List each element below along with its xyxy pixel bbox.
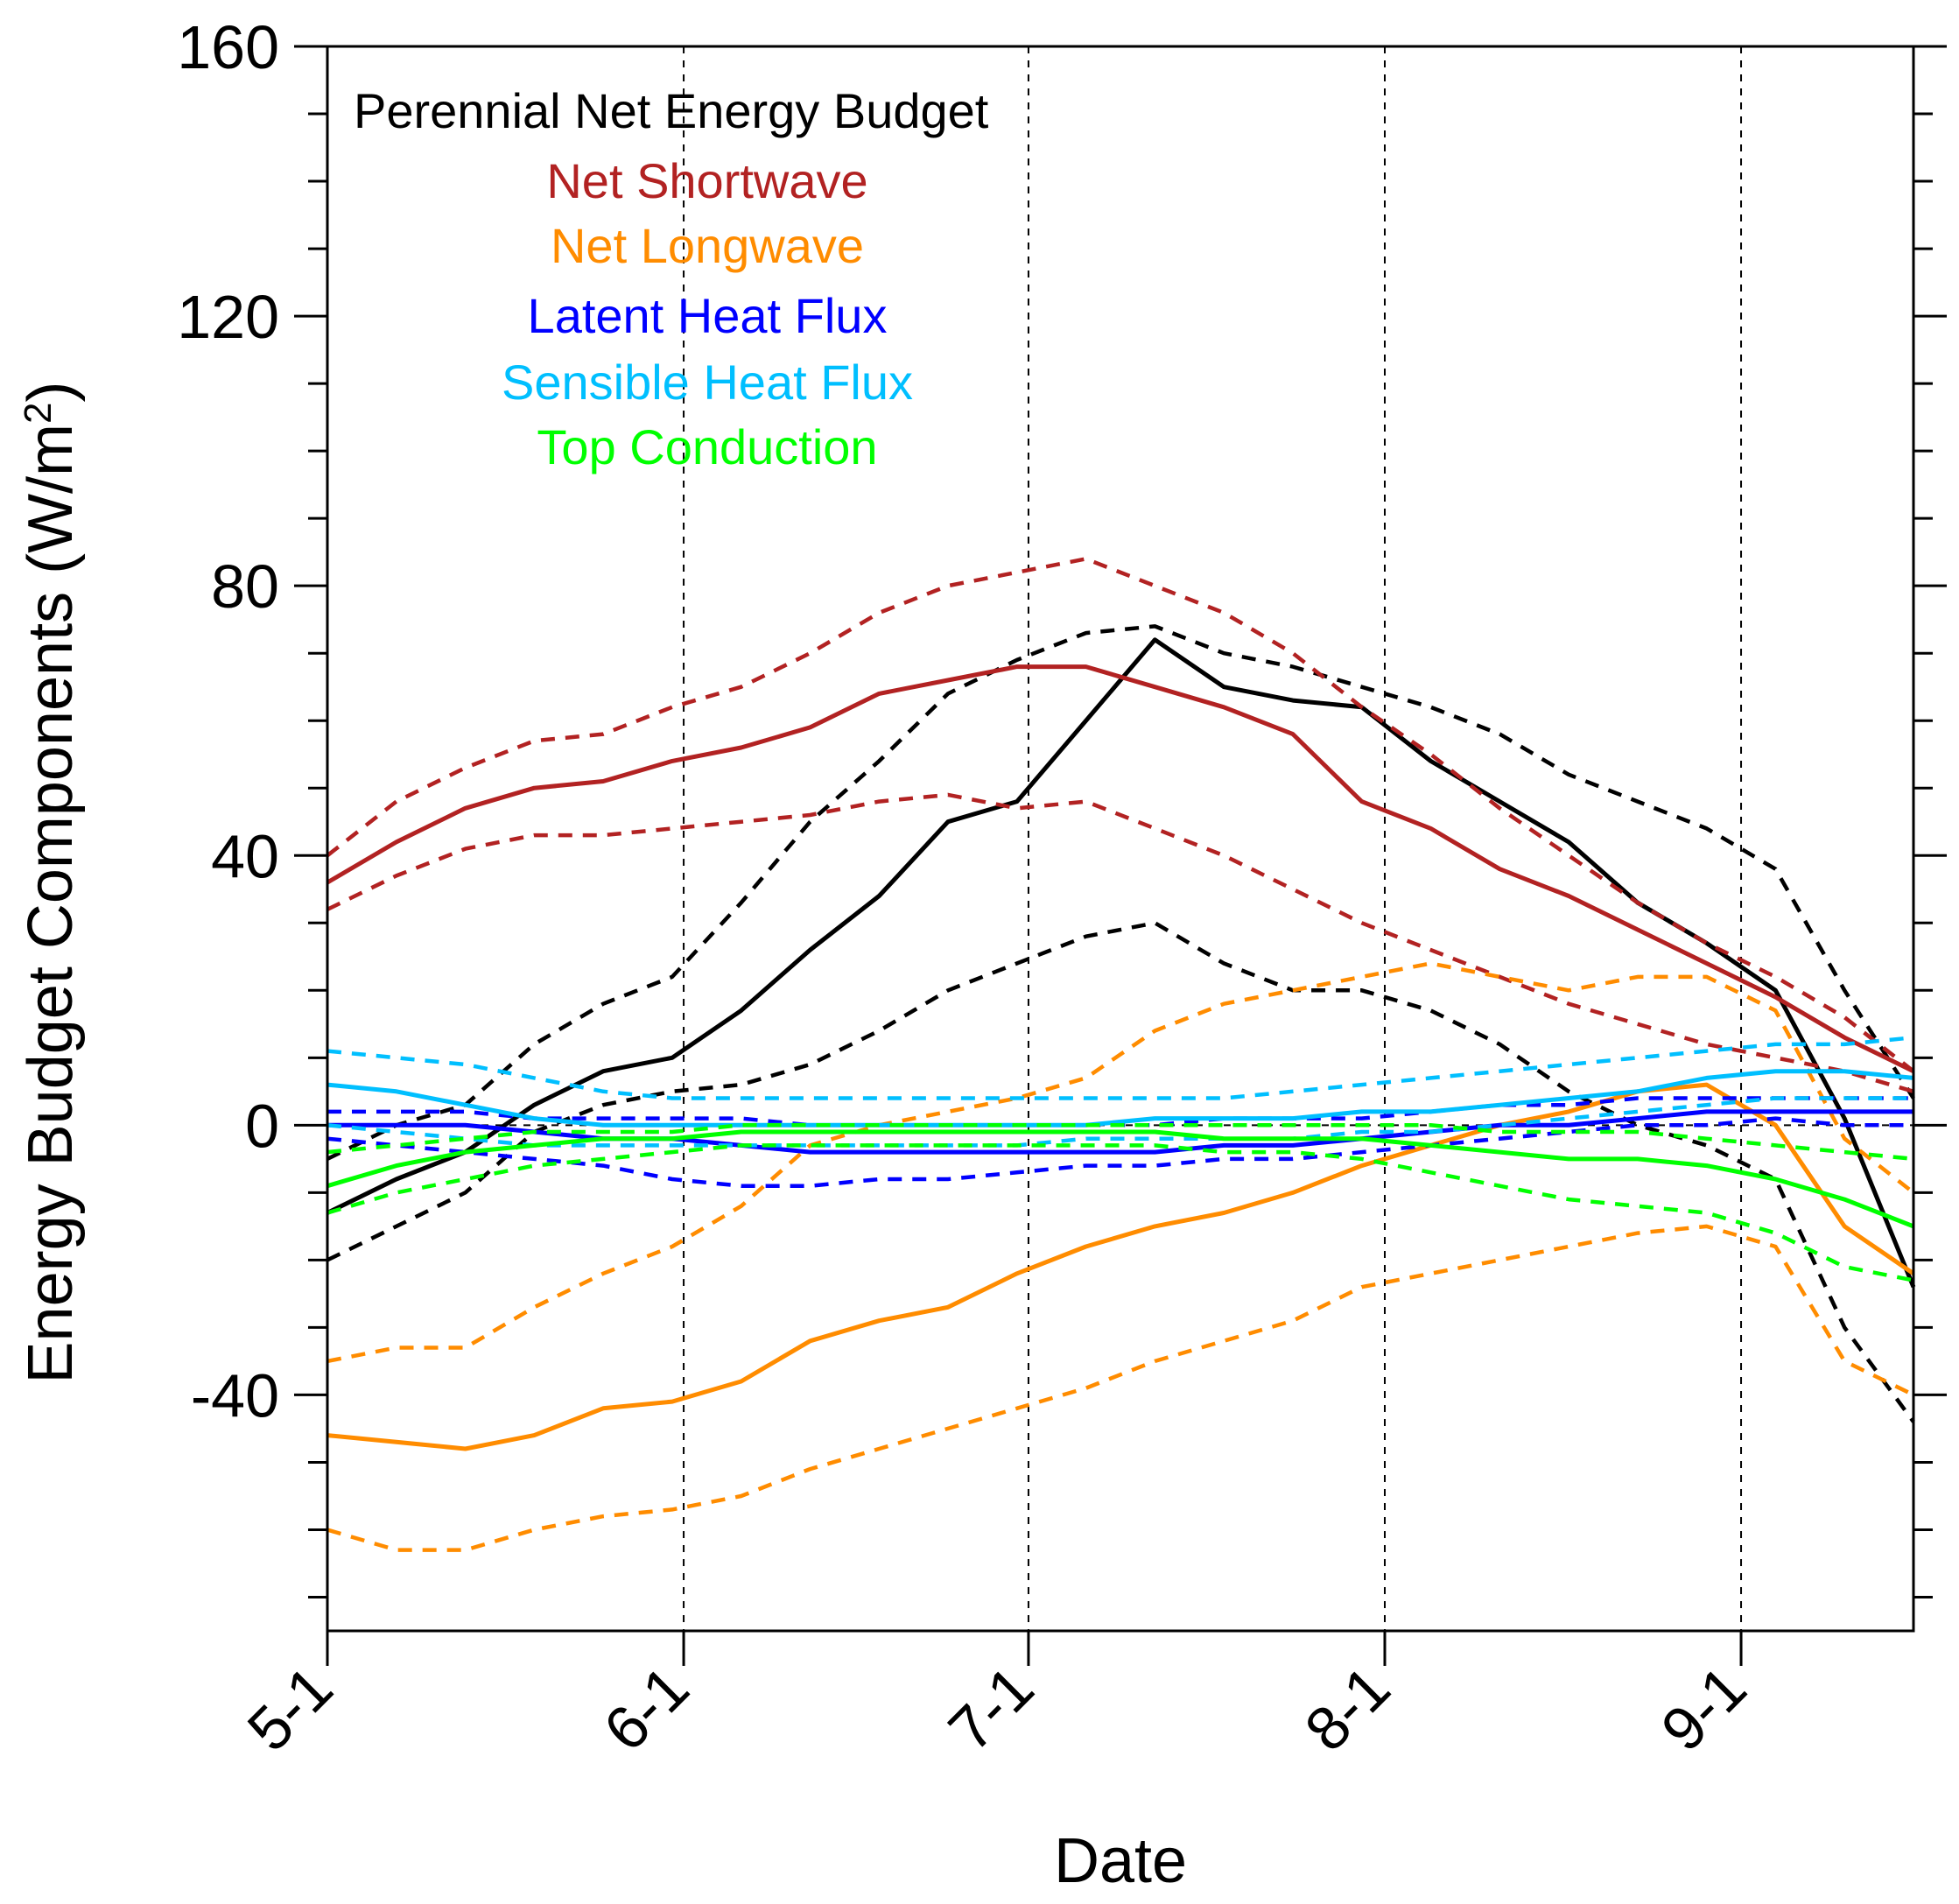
y-axis-title: Energy Budget Components (W/m2) <box>16 382 86 1384</box>
x-tick-label: 6-1 <box>591 1653 702 1764</box>
series-sensible-heat-flux-high <box>326 1035 1914 1100</box>
series-sensible-heat-flux-low <box>326 1096 1913 1148</box>
series-perennial-net-energy-budget-high <box>326 624 1915 1161</box>
y-tick-label: 40 <box>211 822 279 890</box>
series-top-conduction-mean <box>326 1129 1914 1229</box>
series-net-shortwave-mean <box>326 664 1915 1073</box>
legend-item: Perennial Net Energy Budget <box>354 83 989 138</box>
legend-item: Net Shortwave <box>546 153 867 208</box>
plot-frame <box>326 45 1915 1633</box>
series-top-conduction-low <box>326 1143 1914 1282</box>
series-latent-heat-flux-low <box>326 1116 1913 1188</box>
series-net-longwave-low <box>326 1224 1914 1552</box>
series-latent-heat-flux-mean <box>327 1109 1913 1155</box>
y-axis-title-close: ) <box>16 382 86 403</box>
y-tick-label: 160 <box>177 13 279 81</box>
series-net-longwave-high <box>326 961 1915 1364</box>
x-axis-title: Date <box>1054 1826 1187 1896</box>
y-axis-title-superscript: 2 <box>17 403 60 424</box>
legend-item: Net Longwave <box>551 218 864 273</box>
x-tick-label: 9-1 <box>1648 1653 1759 1764</box>
series-sensible-heat-flux-mean <box>326 1069 1914 1128</box>
y-axis-title-main: Energy Budget Components (W/m <box>16 424 86 1384</box>
series-perennial-net-energy-budget-mean <box>326 637 1916 1289</box>
x-tick-label: 7-1 <box>936 1653 1047 1764</box>
legend-item: Latent Heat Flux <box>528 288 888 343</box>
legend: Perennial Net Energy Budget Net Shortwave… <box>354 83 989 474</box>
x-tick-label: 5-1 <box>235 1653 346 1764</box>
y-axis-ticks: -40 0 40 80 120 160 <box>177 13 1947 1598</box>
y-tick-label: -40 <box>191 1361 279 1430</box>
x-tick-label: 8-1 <box>1292 1653 1403 1764</box>
series-net-shortwave-low <box>326 792 1914 1093</box>
legend-item: Sensible Heat Flux <box>502 355 913 410</box>
series-top-conduction-high <box>326 1123 1914 1162</box>
series-net-shortwave-high <box>326 557 1915 1073</box>
series-perennial-net-energy-budget-low <box>326 921 1915 1423</box>
legend-item: Top Conduction <box>537 419 877 474</box>
series-lines <box>326 557 1916 1552</box>
x-axis-ticks: 5-1 6-1 7-1 8-1 9-1 <box>235 1631 1759 1764</box>
y-tick-label: 120 <box>177 283 279 351</box>
grid-lines <box>327 46 1913 1631</box>
y-tick-label: 80 <box>211 552 279 621</box>
y-tick-label: 0 <box>245 1092 279 1160</box>
